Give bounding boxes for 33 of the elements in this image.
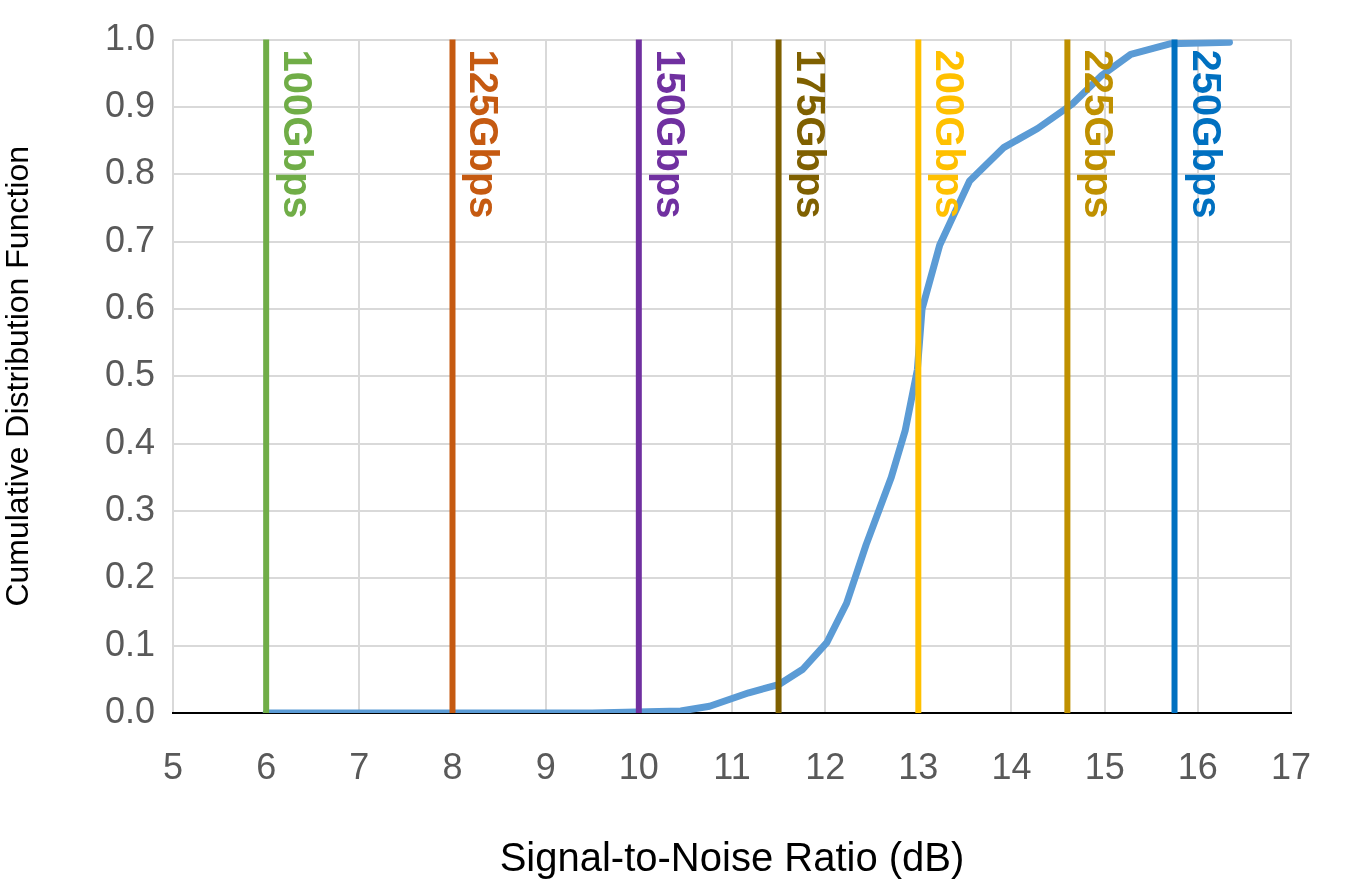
y-tick-label: 0.7 xyxy=(104,218,155,260)
x-tick-label: 14 xyxy=(991,745,1032,787)
x-tick-label: 7 xyxy=(349,745,370,787)
x-tick-label: 13 xyxy=(898,745,939,787)
ref-line-label: 200Gbps xyxy=(928,49,973,219)
y-tick-label: 0.2 xyxy=(104,555,155,597)
y-tick-label: 1.0 xyxy=(104,16,155,58)
y-tick-label: 0.4 xyxy=(104,420,155,462)
ref-line-label: 100Gbps xyxy=(276,49,321,219)
x-tick-label: 8 xyxy=(442,745,463,787)
ref-line-label: 250Gbps xyxy=(1184,49,1229,219)
x-tick-label: 5 xyxy=(162,745,184,787)
x-tick-label: 17 xyxy=(1270,745,1311,787)
y-tick-label: 0.3 xyxy=(104,487,155,529)
y-axis-title: Cumulative Distribution Function xyxy=(0,145,36,607)
x-tick-label: 9 xyxy=(535,745,556,787)
x-tick-label: 16 xyxy=(1177,745,1218,787)
y-tick-label: 0.8 xyxy=(104,151,155,193)
ref-line-label: 150Gbps xyxy=(648,49,693,219)
ref-line-label: 175Gbps xyxy=(788,49,833,219)
y-tick-label: 0.9 xyxy=(104,83,155,125)
x-axis-title: Signal-to-Noise Ratio (dB) xyxy=(499,835,965,880)
x-tick-label: 11 xyxy=(713,745,751,787)
y-tick-label: 0.0 xyxy=(104,689,155,731)
x-tick-label: 12 xyxy=(805,745,846,787)
y-tick-label: 0.1 xyxy=(104,622,155,664)
x-tick-label: 10 xyxy=(618,745,659,787)
ref-line-label: 125Gbps xyxy=(462,49,507,219)
y-tick-label: 0.5 xyxy=(104,353,155,395)
x-tick-label: 6 xyxy=(256,745,277,787)
x-tick-label: 15 xyxy=(1084,745,1125,787)
y-tick-label: 0.6 xyxy=(104,285,155,327)
ref-line-label: 225Gbps xyxy=(1077,49,1122,219)
